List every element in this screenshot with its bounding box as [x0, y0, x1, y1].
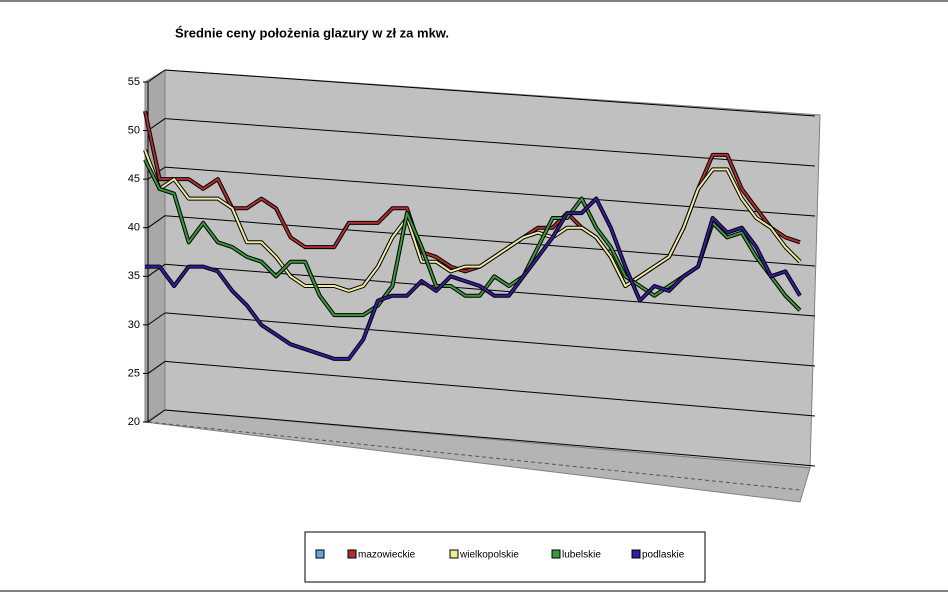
y-tick-label: 30: [128, 319, 140, 331]
legend-label: podlaskie: [642, 550, 685, 561]
legend-label: mazowieckie: [358, 550, 416, 561]
grid-line: [164, 360, 816, 417]
chart-title: Średnie ceny położenia glazury w zł za m…: [175, 25, 449, 40]
y-tick-label: 25: [128, 367, 140, 379]
legend-swatch: [347, 549, 357, 559]
y-tick-label: 50: [128, 124, 140, 136]
grid-line: [164, 166, 816, 217]
y-tick-label: 40: [128, 222, 140, 234]
series-line: [145, 197, 801, 360]
floor-line: [147, 421, 801, 491]
grid-line: [164, 409, 816, 467]
legend-label: wielkopolskie: [459, 550, 519, 561]
grid-line: [147, 361, 166, 374]
y-tick-label: 55: [128, 76, 140, 88]
legend-label: lubelskie: [562, 550, 601, 561]
y-tick-label: 45: [128, 173, 140, 185]
grid-line: [164, 69, 816, 117]
legend-swatch: [449, 549, 459, 559]
grid-line: [164, 312, 816, 367]
grid-line: [147, 312, 166, 326]
grid-line: [164, 118, 816, 167]
grid-line: [164, 215, 816, 267]
grid-line: [147, 118, 166, 131]
legend-swatch: [551, 549, 561, 559]
grid-line: [147, 215, 166, 229]
legend-swatch: [631, 549, 641, 559]
y-tick-label: 20: [128, 416, 140, 428]
grid-line: [147, 69, 166, 83]
series-line: [144, 149, 801, 292]
grid-line: [147, 409, 166, 423]
grid-line: [147, 263, 166, 277]
legend-swatch: [315, 549, 325, 559]
y-tick-label: 35: [128, 270, 140, 282]
